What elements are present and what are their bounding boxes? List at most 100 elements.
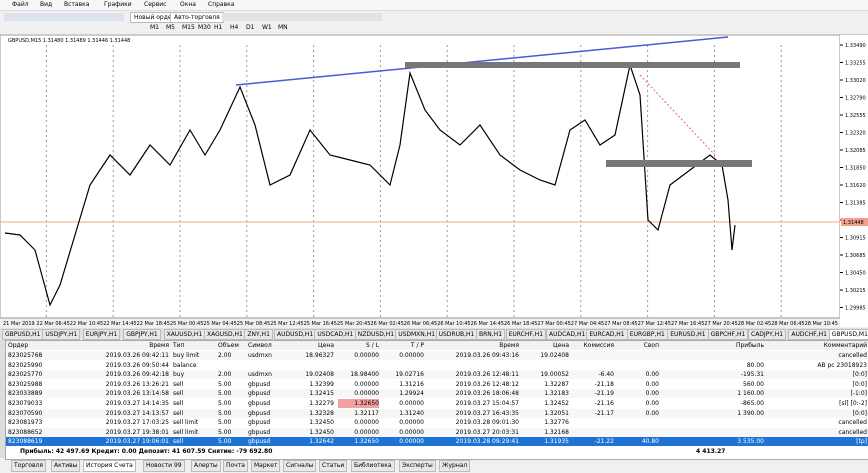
chart-tab[interactable]: NZDUSD,H1 [354, 329, 398, 340]
time-label: 28 Mar 06:45 [771, 321, 804, 327]
cell: 823025770 [8, 371, 43, 379]
timeframe-button[interactable]: MN [278, 24, 288, 31]
time-label: 26 Mar 06:45 [404, 321, 437, 327]
menu-item[interactable]: Вид [40, 1, 53, 8]
terminal-tab[interactable]: Алерты [191, 460, 221, 472]
chart-tab[interactable]: EURUSD,H1 [667, 329, 709, 340]
time-label: 27 Mar 04:45 [571, 321, 604, 327]
current-price: 1.31448 [843, 220, 864, 226]
cell: 5.00 [218, 400, 232, 407]
menu-item[interactable]: Сервис [144, 1, 167, 8]
chart-tab[interactable]: XAUUSD,H1 [163, 329, 206, 340]
price-label: 1.33255 [845, 61, 866, 67]
cell: 1.31935 [544, 438, 569, 446]
cell [218, 361, 244, 370]
cell: 2.00 [218, 352, 232, 359]
chart-tab[interactable]: GBPJPY,H1 [123, 329, 161, 340]
price-label: 1.33490 [845, 43, 866, 49]
menu-item[interactable]: Графики [104, 1, 132, 8]
chart-tab[interactable]: BRN,H1 [476, 329, 506, 340]
autotrading-button[interactable]: Авто-торговля [170, 12, 224, 23]
chart-tab[interactable]: GBPUSD,H1 [2, 329, 44, 340]
cell: 560.00 [743, 380, 764, 388]
cell: 1 160.00 [737, 390, 764, 398]
cell: 0.00000 [354, 352, 379, 359]
terminal-tab[interactable]: Активы [51, 460, 81, 472]
terminal-tab[interactable]: История Счета [83, 460, 136, 472]
cell: 1.32117 [354, 409, 379, 417]
chart-tab[interactable]: ZNY,H1 [244, 329, 273, 340]
chart-tab[interactable]: AUDCAD,H1 [546, 329, 589, 340]
cell: Комиссия [583, 342, 614, 349]
cell: 19.00052 [540, 371, 569, 379]
timeframe-button[interactable]: M1 [150, 24, 159, 31]
terminal-tab[interactable]: Библиотека [351, 460, 395, 472]
time-label: 27 Mar 20:45 [704, 321, 737, 327]
chart-tab[interactable]: GBPCHF,H1 [707, 329, 749, 340]
timeframe-button[interactable]: H4 [230, 24, 239, 31]
cell [573, 361, 614, 370]
terminal-tab[interactable]: Торговля [11, 460, 46, 472]
price-label: 1.30915 [845, 236, 866, 242]
table-row: 823088619 2019.03.27 19:06:01 sell 5.00 gbpu… [6, 437, 868, 447]
terminal-tab[interactable]: Новости 99 [143, 460, 185, 472]
chart-tab[interactable]: USDRUB,H1 [435, 329, 478, 340]
cell [428, 361, 519, 370]
menu-item[interactable]: Справка [208, 1, 235, 8]
chart-tab[interactable]: XAGUSD,H1 [204, 329, 246, 340]
terminal-tab[interactable]: Журнал [439, 460, 471, 472]
cell: 2019.03.27 20:03:31 [455, 428, 519, 436]
total-profit: 4 413.27 [696, 448, 726, 455]
cell: Цена [553, 342, 569, 349]
cell: 1.32168 [544, 428, 569, 436]
chart-tab[interactable]: EURCHF,H1 [505, 329, 547, 340]
cell: AB pc 23018923 [817, 361, 867, 369]
cell [248, 361, 284, 370]
terminal-tab[interactable]: Маркет [251, 460, 281, 472]
cell: sell [173, 438, 184, 446]
cell: 0.00000 [399, 428, 424, 436]
chart-tab[interactable]: CADJPY,H1 [748, 329, 787, 340]
timeframe-button[interactable]: M30 [198, 24, 211, 31]
cell: 823088652 [8, 428, 43, 436]
terminal-tab[interactable]: Сигналы [283, 460, 317, 472]
cell: 2019.03.28 09:29:41 [455, 438, 519, 446]
terminal-tab[interactable]: Эксперты [399, 460, 436, 472]
cell: 823070590 [8, 409, 43, 417]
timeframe-button[interactable]: H1 [214, 24, 223, 31]
cell: 2019.03.27 19:06:01 [105, 438, 169, 446]
chart-tab[interactable]: EURCAD,H1 [586, 329, 628, 340]
cell [573, 418, 614, 427]
cell: 823079033 [8, 400, 43, 407]
time-label: 25 Mar 12:45 [270, 321, 303, 327]
cell: 2019.03.26 13:26:21 [105, 380, 169, 388]
chart-tab[interactable]: USDMXN,H1 [395, 329, 439, 340]
timeframe-button[interactable]: M15 [182, 24, 195, 31]
chart-tab[interactable]: AUDUSD,H1 [274, 329, 317, 340]
chart-tab[interactable]: EURGBP,H1 [626, 329, 668, 340]
time-label: 26 Mar 14:45 [471, 321, 504, 327]
menu-item[interactable]: Вставка [64, 1, 90, 8]
timeframe-button[interactable]: D1 [246, 24, 255, 31]
cell: sell limit [173, 419, 199, 427]
menu-item[interactable]: Файл [12, 1, 29, 8]
terminal-tab[interactable]: Статьи [319, 460, 348, 472]
chart-tab[interactable]: AUDCHF,H1 [788, 329, 830, 340]
chart-tab[interactable]: USDCAD,H1 [314, 329, 357, 340]
cell: 0.00000 [354, 390, 379, 398]
price-label: 1.32085 [845, 148, 866, 154]
chart-tab[interactable]: EURJPY,H1 [82, 329, 121, 340]
terminal-tab[interactable]: Почта [223, 460, 248, 472]
cell: 19.02716 [395, 371, 424, 379]
chart-tab[interactable]: USDJPY,H1 [42, 329, 81, 340]
cell: cancelled [838, 428, 867, 436]
menu-item[interactable]: Окна [180, 1, 196, 8]
time-label: 25 Mar 00:45 [170, 321, 203, 327]
timeframe-button[interactable]: W1 [262, 24, 272, 31]
cell: 2019.03.26 09:50:44 [105, 361, 169, 369]
timeframe-button[interactable]: M5 [166, 24, 175, 31]
table-row: 823025768 2019.03.26 09:42:11 buy limit 2.0… [6, 351, 868, 360]
chart-tab[interactable]: GBPUSD,M15 [828, 329, 868, 340]
cell: 0.00000 [354, 380, 379, 388]
